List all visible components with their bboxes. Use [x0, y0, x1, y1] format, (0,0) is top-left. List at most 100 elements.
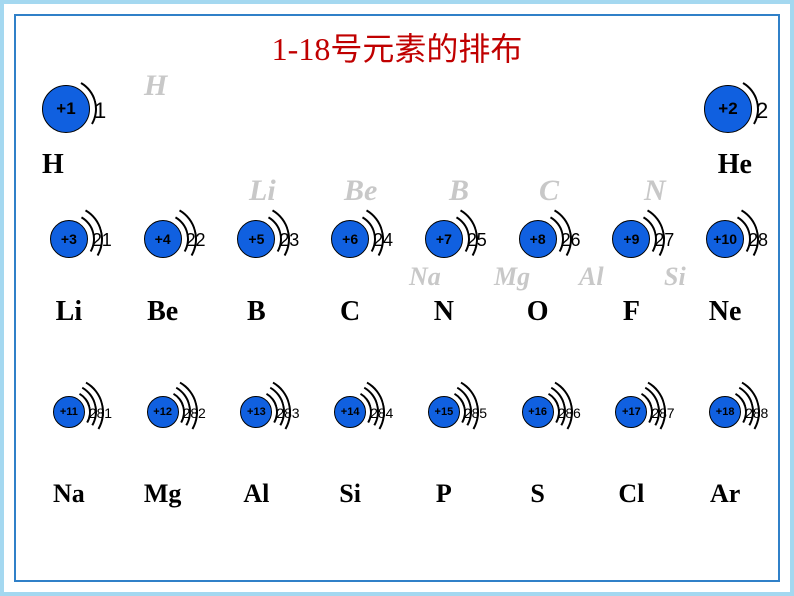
shell-electron-count: 2: [464, 405, 472, 421]
nucleus: +8: [519, 220, 557, 258]
shell-electron-count: 2: [279, 230, 289, 251]
shell-electron-count: 8: [758, 230, 768, 251]
shell-electron-count: 2: [467, 230, 477, 251]
outer-frame: 1-18号元素的排布 HLiBeBCNNaMgAlSi +11 +22 H He…: [0, 0, 794, 596]
atom-diagram: +12282: [147, 396, 179, 428]
atom-cell-Li: +321: [22, 199, 116, 279]
row-2-labels: LiBeBCNOFNe: [22, 296, 772, 328]
atom-diagram: +13283: [240, 396, 272, 428]
shell-electron-count: 2: [370, 405, 378, 421]
shell-electron-count: 2: [276, 405, 284, 421]
shell-electron-count: 2: [92, 230, 102, 251]
shell-electron-count: 3: [289, 230, 299, 251]
row-1-labels: H He: [22, 149, 772, 181]
shell-electron-count: 3: [292, 405, 300, 421]
atom-cell-F: +927: [585, 199, 679, 279]
nucleus: +12: [147, 396, 179, 428]
element-label-Ar: Ar: [678, 479, 772, 509]
page-title: 1-18号元素的排布: [4, 24, 790, 70]
nucleus: +4: [144, 220, 182, 258]
element-label-Cl: Cl: [585, 479, 679, 509]
nucleus: +1: [42, 85, 90, 133]
row-3-labels: NaMgAlSiPSClAr: [22, 479, 772, 509]
atom-cell-He: +22: [663, 69, 772, 149]
atom-cell-P: +15285: [397, 364, 491, 459]
element-label-Na: Na: [22, 479, 116, 509]
shell-electron-count: 2: [89, 405, 97, 421]
shell-electron-count: 2: [183, 405, 191, 421]
atom-diagram: +1028: [706, 220, 744, 258]
nucleus: +13: [240, 396, 272, 428]
nucleus: +2: [704, 85, 752, 133]
nucleus: +18: [709, 396, 741, 428]
atom-cell-B: +523: [210, 199, 304, 279]
shell-electron-count: 8: [659, 405, 667, 421]
shell-electron-count: 8: [284, 405, 292, 421]
element-label-Ne: Ne: [678, 296, 772, 328]
element-label-B: B: [210, 296, 304, 328]
atom-cell-C: +624: [303, 199, 397, 279]
atom-cell-O: +826: [491, 199, 585, 279]
shell-electron-count: 6: [573, 405, 581, 421]
atom-diagram: +22: [704, 85, 752, 133]
element-label-N: N: [397, 296, 491, 328]
spacer: [131, 149, 664, 181]
element-label-Be: Be: [116, 296, 210, 328]
atom-cell-Al: +13283: [210, 364, 304, 459]
shell-electron-count: 5: [477, 230, 487, 251]
shell-electron-count: 4: [386, 405, 394, 421]
element-label-Si: Si: [303, 479, 397, 509]
shell-electron-count: 8: [753, 405, 761, 421]
shell-electron-count: 2: [748, 230, 758, 251]
shell-electron-count: 1: [94, 98, 106, 124]
atom-cell-Si: +14284: [303, 364, 397, 459]
shell-electron-count: 8: [378, 405, 386, 421]
shell-electron-count: 8: [97, 405, 105, 421]
shell-electron-count: 2: [198, 405, 206, 421]
atom-diagram: +14284: [334, 396, 366, 428]
row-1-atoms: +11 +22: [22, 69, 772, 149]
atom-diagram: +523: [237, 220, 275, 258]
shell-electron-count: 5: [479, 405, 487, 421]
atom-diagram: +624: [331, 220, 369, 258]
atom-cell-Cl: +17287: [585, 364, 679, 459]
atom-diagram: +18288: [709, 396, 741, 428]
element-label-H: H: [22, 149, 131, 181]
shell-electron-count: 2: [558, 405, 566, 421]
element-label-S: S: [491, 479, 585, 509]
nucleus: +14: [334, 396, 366, 428]
shell-electron-count: 2: [654, 230, 664, 251]
shell-electron-count: 2: [756, 98, 768, 124]
nucleus: +6: [331, 220, 369, 258]
nucleus: +16: [522, 396, 554, 428]
nucleus: +3: [50, 220, 88, 258]
element-label-C: C: [303, 296, 397, 328]
atom-diagram: +321: [50, 220, 88, 258]
shell-electron-count: 2: [196, 230, 206, 251]
shell-electron-count: 1: [104, 405, 112, 421]
element-label-O: O: [491, 296, 585, 328]
shell-electron-count: 2: [745, 405, 753, 421]
nucleus: +10: [706, 220, 744, 258]
atom-diagram: +927: [612, 220, 650, 258]
atom-cell-Mg: +12282: [116, 364, 210, 459]
shell-electron-count: 7: [664, 230, 674, 251]
atom-diagram: +11281: [53, 396, 85, 428]
shell-electron-count: 8: [761, 405, 769, 421]
nucleus: +11: [53, 396, 85, 428]
row-3-atoms: +11281+12282+13283+14284+15285+16286+172…: [22, 364, 772, 459]
atom-diagram: +422: [144, 220, 182, 258]
atom-diagram: +17287: [615, 396, 647, 428]
atom-diagram: +11: [42, 85, 90, 133]
element-label-F: F: [585, 296, 679, 328]
shell-electron-count: 2: [186, 230, 196, 251]
atom-diagram: +826: [519, 220, 557, 258]
shell-electron-count: 4: [383, 230, 393, 251]
element-label-He: He: [663, 149, 772, 181]
shell-electron-count: 8: [472, 405, 480, 421]
element-label-Al: Al: [210, 479, 304, 509]
shell-electron-count: 1: [102, 230, 112, 251]
shell-electron-count: 2: [561, 230, 571, 251]
atom-cell-Ne: +1028: [678, 199, 772, 279]
shell-electron-count: 8: [190, 405, 198, 421]
